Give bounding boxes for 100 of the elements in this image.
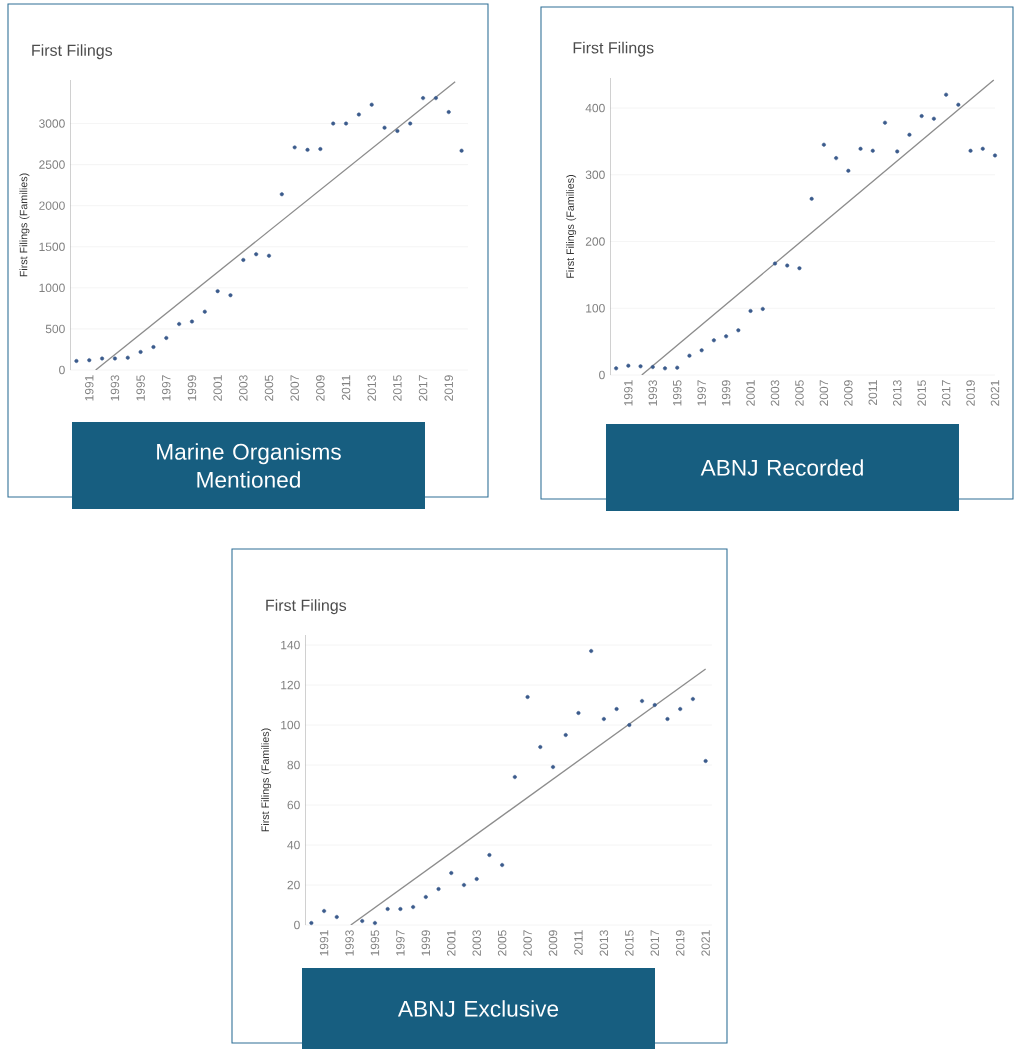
x-tick-label: 2003 — [770, 380, 780, 406]
point — [614, 366, 619, 371]
point — [858, 146, 863, 151]
y-axis-title: First Filings (Families) — [566, 175, 577, 278]
x-tick-label: 1993 — [110, 375, 120, 401]
x-tick-label: 2019 — [444, 375, 453, 401]
x-tick-label: 2019 — [675, 930, 685, 956]
x-tick-label: 2021 — [990, 380, 1000, 406]
point — [640, 699, 645, 704]
x-tick-label: 2005 — [264, 375, 274, 401]
point — [703, 759, 708, 764]
point — [512, 775, 517, 780]
point — [279, 192, 284, 197]
point — [487, 853, 492, 858]
point — [74, 358, 79, 363]
point — [254, 252, 259, 257]
x-tick-label: 2007 — [523, 930, 532, 956]
x-tick-label: 2003 — [239, 375, 248, 401]
x-tick-label: 2001 — [213, 375, 222, 401]
point — [241, 257, 246, 262]
point — [760, 306, 765, 311]
y-tick-label: 3000 — [39, 119, 65, 128]
point — [919, 114, 924, 119]
x-tick-label: 2015 — [393, 375, 402, 401]
point — [189, 319, 194, 324]
y-tick-label: 100 — [281, 720, 300, 730]
point — [882, 120, 887, 125]
y-tick-label: 1500 — [39, 242, 65, 252]
x-tick-label: 2011 — [574, 930, 583, 955]
point — [369, 102, 374, 107]
point — [356, 112, 361, 117]
point — [382, 125, 387, 130]
x-tick-label: 2011 — [341, 375, 351, 400]
x-tick-label: 1997 — [396, 930, 405, 956]
chart-title: First Filings — [573, 41, 654, 57]
x-tick-label: 2015 — [917, 380, 926, 406]
x-tick-label: 1999 — [721, 380, 731, 406]
y-tick-label: 20 — [287, 880, 300, 890]
point — [331, 121, 336, 126]
point — [870, 148, 875, 153]
x-tick-label: 1991 — [624, 380, 633, 406]
point — [821, 142, 826, 147]
y-axis-title: First Filings (Families) — [19, 173, 30, 277]
y-tick-label: 40 — [287, 840, 300, 850]
point — [177, 322, 182, 327]
point — [138, 349, 143, 354]
point — [292, 145, 297, 150]
x-tick-label: 2009 — [844, 380, 853, 406]
point — [538, 745, 543, 750]
point — [711, 338, 716, 343]
point — [423, 895, 428, 900]
point — [398, 907, 403, 912]
point — [627, 723, 632, 728]
point — [500, 863, 505, 868]
x-tick-label: 2013 — [892, 380, 902, 406]
text: Marine Organisms Mentioned — [157, 443, 341, 488]
point — [690, 697, 695, 702]
point — [626, 363, 631, 368]
x-tick-label: 2019 — [966, 380, 975, 406]
x-tick-label: 2007 — [819, 380, 829, 406]
point — [436, 887, 441, 892]
x-tick-label: 2001 — [447, 930, 456, 956]
point — [992, 153, 997, 158]
point — [449, 871, 454, 876]
x-tick-label: 1995 — [370, 930, 380, 956]
x-tick-label: 1995 — [136, 375, 145, 401]
y-tick-label: 140 — [281, 640, 300, 650]
point — [699, 348, 704, 353]
y-tick-label: 100 — [586, 304, 605, 313]
point — [772, 261, 777, 266]
point — [678, 707, 683, 712]
point — [334, 915, 339, 920]
chart-title: First Filings — [32, 44, 113, 60]
x-tick-label: 1993 — [345, 930, 354, 956]
x-tick-label: 2009 — [548, 930, 558, 956]
point — [151, 345, 156, 350]
x-tick-label: 2015 — [625, 930, 634, 956]
x-tick-label: 2005 — [497, 930, 507, 956]
point — [408, 121, 413, 126]
point — [601, 717, 606, 722]
point — [164, 335, 169, 340]
point — [100, 356, 105, 361]
text: ABNJ Recorded — [700, 459, 863, 476]
point — [395, 128, 400, 133]
point — [563, 733, 568, 738]
point — [724, 334, 729, 339]
x-tick-label: 2007 — [290, 375, 299, 401]
point — [474, 877, 479, 882]
point — [125, 355, 130, 360]
point — [215, 289, 220, 294]
point — [87, 358, 92, 363]
point — [736, 328, 741, 333]
point — [459, 148, 464, 153]
y-tick-label: 120 — [281, 680, 300, 690]
point — [956, 102, 961, 107]
y-tick-label: 80 — [287, 760, 300, 770]
x-tick-label: 1993 — [648, 380, 658, 406]
point — [305, 147, 310, 152]
x-tick-label: 2005 — [795, 380, 804, 406]
point — [228, 293, 233, 298]
